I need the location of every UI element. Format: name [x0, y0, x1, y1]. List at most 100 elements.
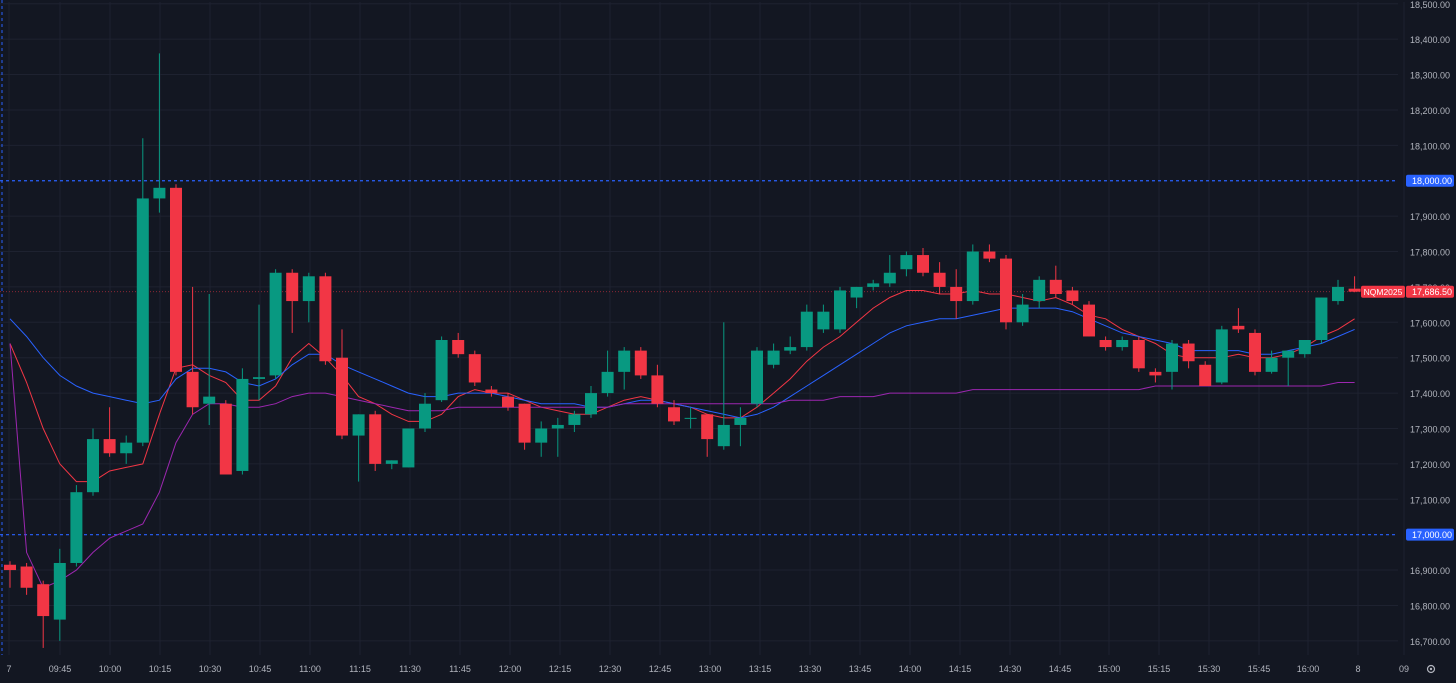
- candle-body-down: [1049, 279, 1062, 294]
- candle-body-up: [800, 311, 813, 348]
- candle-body-up: [385, 460, 398, 464]
- x-tick-label: 13:00: [699, 664, 722, 674]
- price-level-tag: [1406, 174, 1454, 187]
- y-tick-label: 18,500.00: [1410, 0, 1450, 10]
- candle-body-up: [1282, 350, 1295, 358]
- y-tick-label: 16,900.00: [1410, 566, 1450, 576]
- moving-average-line: [9, 343, 1355, 589]
- candle-body-down: [103, 439, 116, 454]
- candle-body-down: [1249, 332, 1261, 372]
- x-tick-label: 8: [1355, 664, 1360, 674]
- y-tick-label: 17,500.00: [1410, 354, 1450, 364]
- candle-body-up: [1016, 304, 1029, 323]
- settings-gear-icon-center: [1429, 667, 1433, 671]
- x-tick-label: 09:45: [49, 664, 72, 674]
- x-tick-label: 14:15: [949, 664, 972, 674]
- x-tick-label: 13:30: [799, 664, 822, 674]
- axes: 16,700.00 16,800.00 16,900.00 17,100.00 17,2…: [6, 0, 1454, 674]
- candle-body-up: [551, 424, 564, 429]
- candle-body-down: [983, 251, 996, 259]
- candle-body-up: [568, 414, 581, 425]
- symbol-label: NQM2025: [1364, 287, 1403, 297]
- candle-body-down: [1066, 290, 1079, 302]
- candle-body-up: [867, 283, 880, 287]
- candle-body-up: [1298, 340, 1311, 355]
- x-tick-label: 15:30: [1198, 664, 1221, 674]
- candle-body-up: [883, 272, 896, 284]
- candle-body-up: [585, 393, 597, 415]
- y-tick-label: 18,100.00: [1410, 141, 1450, 151]
- candle-body-down: [1000, 258, 1012, 323]
- moving-average-line: [9, 307, 1355, 419]
- candle-body-down: [336, 357, 348, 436]
- candle-body-up: [203, 396, 216, 404]
- candle-body-up: [900, 255, 913, 270]
- candle-body-up: [767, 350, 780, 365]
- candle-body-down: [369, 414, 382, 464]
- candle-body-up: [253, 377, 265, 379]
- candle-body-up: [120, 442, 133, 454]
- x-tick-label: 14:00: [899, 664, 922, 674]
- candle-body-up: [153, 187, 166, 199]
- x-tick-label: 10:15: [149, 664, 172, 674]
- x-tick-label: 11:15: [349, 664, 371, 674]
- candle-body-down: [452, 340, 465, 355]
- candle-body-up: [1265, 357, 1278, 372]
- x-tick-label: 11:30: [399, 664, 421, 674]
- candle-body-up: [53, 562, 66, 620]
- candle-body-up: [618, 350, 631, 372]
- candle-body-down: [286, 272, 299, 302]
- candle-body-up: [834, 290, 846, 330]
- candle-body-up: [1033, 279, 1046, 302]
- candle-body-up: [784, 347, 797, 351]
- x-tick-label: 12:45: [649, 664, 672, 674]
- candle-body-up: [684, 417, 697, 419]
- candle-body-down: [1083, 304, 1095, 337]
- candle-body-down: [1099, 340, 1112, 348]
- candle-body-down: [950, 286, 963, 302]
- y-tick-label: 17,800.00: [1410, 248, 1450, 258]
- candle-body-down: [1132, 340, 1145, 369]
- candle-body-down: [37, 584, 50, 617]
- grid-layer: [0, 2, 1405, 655]
- x-tick-label: 7: [6, 664, 11, 674]
- price-level-label: 18,000.00: [1412, 176, 1452, 186]
- candle-body-up: [269, 272, 282, 376]
- x-tick-label: 12:00: [499, 664, 522, 674]
- candle-body-up: [435, 340, 448, 401]
- settings-gear-icon: [1426, 664, 1436, 674]
- x-tick-label: 12:30: [599, 664, 622, 674]
- candle-body-up: [87, 439, 99, 493]
- x-tick-label: 11:45: [449, 664, 471, 674]
- horizontal-levels: [0, 0, 1398, 655]
- candle-body-up: [1215, 329, 1228, 383]
- candle-body-down: [468, 354, 481, 383]
- candle-body-down: [319, 276, 332, 362]
- y-tick-label: 17,100.00: [1410, 495, 1450, 505]
- candle-body-down: [1182, 343, 1195, 362]
- y-tick-label: 17,300.00: [1410, 424, 1450, 434]
- candle-body-down: [4, 564, 16, 571]
- x-tick-label: 16:00: [1297, 664, 1320, 674]
- x-tick-label: 15:00: [1098, 664, 1121, 674]
- candle-body-down: [186, 371, 199, 408]
- candle-body-up: [717, 424, 730, 447]
- y-tick-label: 18,200.00: [1410, 106, 1450, 116]
- candle-body-up: [1332, 286, 1344, 302]
- x-tick-label: 13:45: [849, 664, 872, 674]
- y-tick-label: 16,800.00: [1410, 601, 1450, 611]
- candle-body-up: [817, 311, 830, 330]
- symbol-tag: [1361, 285, 1405, 298]
- candle-body-up: [419, 403, 431, 429]
- moving-average-lines: [9, 289, 1355, 589]
- candle-body-down: [1232, 325, 1245, 330]
- x-tick-label: 13:15: [749, 664, 772, 674]
- candle-body-up: [601, 371, 614, 394]
- candle-body-up: [1315, 297, 1328, 341]
- last-price-tag: [1406, 285, 1454, 298]
- x-tick-label: 09: [1399, 664, 1409, 674]
- x-tick-label: 15:45: [1248, 664, 1271, 674]
